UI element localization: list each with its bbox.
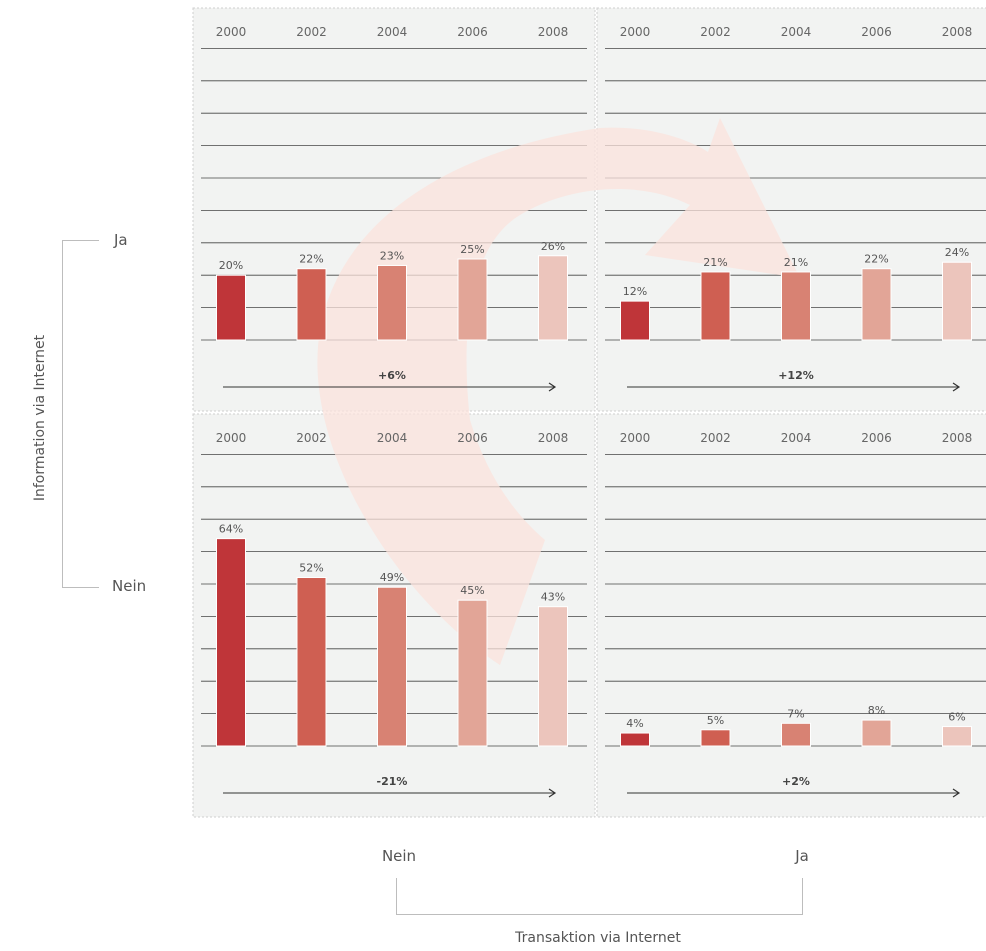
tick-label: 2004 [781, 431, 812, 445]
col-label-nein: Nein [381, 847, 417, 865]
tick-label: 2006 [861, 431, 892, 445]
bar [457, 258, 488, 341]
change-label: +12% [778, 369, 814, 382]
tick-label: 2004 [377, 25, 408, 39]
data-label: 22% [864, 253, 888, 266]
bar [377, 264, 407, 341]
tick-label: 2004 [781, 25, 812, 39]
bar [781, 722, 811, 747]
row-label-nein: Nein [112, 577, 147, 595]
data-label: 43% [541, 591, 565, 604]
tick-label: 2000 [620, 25, 651, 39]
curved-arrow [317, 118, 800, 665]
data-label: 21% [784, 256, 808, 269]
data-label: 12% [623, 285, 647, 298]
tick-label: 2002 [700, 25, 731, 39]
col-axis-title: Transaktion via Internet [515, 930, 681, 946]
marks-layer: 2000 20% 2002 22% 2004 23% 2006 25% 2008 26% +6% 20… [216, 25, 973, 798]
tick-label: 2000 [216, 25, 247, 39]
trend-arrow-head [548, 788, 557, 798]
curved-arrow-layer [317, 118, 800, 665]
bar [620, 732, 650, 747]
col-label-ja: Ja [795, 847, 809, 865]
data-label: 24% [945, 246, 969, 259]
bar [942, 261, 972, 341]
tick-label: 2000 [216, 431, 247, 445]
col-axis-bracket [396, 878, 803, 915]
tick-label: 2002 [700, 431, 731, 445]
panel-bg-3 [596, 413, 986, 818]
data-label: 22% [299, 253, 323, 266]
data-label: 5% [707, 714, 724, 727]
tick-label: 2004 [377, 431, 408, 445]
row-label-ja: Ja [114, 231, 128, 249]
bar [700, 729, 731, 747]
tick-label: 2008 [942, 25, 973, 39]
trend-arrow-head [548, 382, 557, 392]
tick-label: 2006 [861, 25, 892, 39]
data-label: 26% [541, 240, 565, 253]
bar [457, 599, 488, 747]
bar [296, 268, 327, 341]
bar [942, 726, 972, 747]
bar [620, 300, 650, 341]
trend-arrow-head [952, 382, 961, 392]
bar [861, 268, 892, 341]
tick-label: 2008 [538, 25, 569, 39]
change-label: +2% [782, 775, 810, 788]
row-axis-title: Information via Internet [32, 334, 48, 502]
change-label: -21% [377, 775, 408, 788]
change-label: +6% [378, 369, 406, 382]
data-label: 20% [219, 259, 243, 272]
data-label: 25% [460, 243, 484, 256]
data-label: 21% [703, 256, 727, 269]
tick-label: 2000 [620, 431, 651, 445]
panel-bg-1 [596, 7, 986, 412]
tick-label: 2002 [296, 25, 327, 39]
tick-label: 2008 [942, 431, 973, 445]
bar [216, 274, 246, 341]
data-label: 8% [868, 704, 885, 717]
data-label: 7% [787, 707, 804, 720]
data-label: 64% [219, 523, 243, 536]
bar [216, 538, 246, 747]
data-label: 45% [460, 584, 484, 597]
data-label: 23% [380, 249, 404, 262]
bar [700, 271, 731, 341]
tick-label: 2006 [457, 431, 488, 445]
tick-label: 2002 [296, 431, 327, 445]
bar [538, 255, 568, 341]
trend-arrow-head [952, 788, 961, 798]
bar [377, 586, 407, 747]
bar [538, 606, 568, 747]
tick-label: 2008 [538, 431, 569, 445]
tick-label: 2006 [457, 25, 488, 39]
row-axis-bracket [62, 240, 99, 588]
bar [781, 271, 811, 341]
data-label: 49% [380, 571, 404, 584]
data-label: 52% [299, 562, 323, 575]
data-label: 4% [626, 717, 643, 730]
bar [861, 719, 892, 747]
bar [296, 577, 327, 747]
data-label: 6% [948, 711, 965, 724]
